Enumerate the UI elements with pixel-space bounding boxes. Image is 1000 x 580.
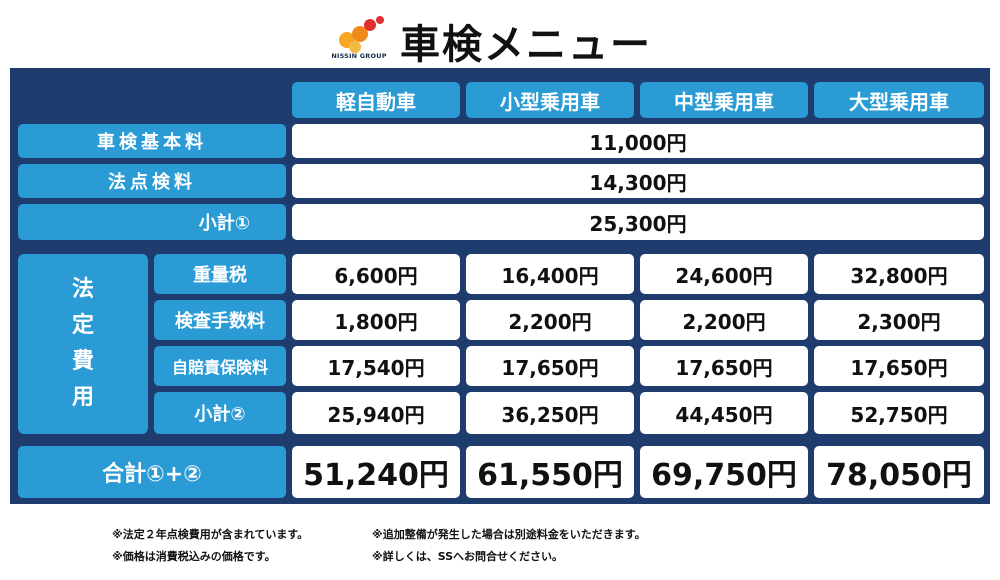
- subtotal2-label: 小計②: [154, 392, 286, 434]
- nissin-group-logo: [339, 16, 384, 53]
- subtotal1-value: 25,300円: [292, 204, 984, 240]
- notes-right: ※追加整備が発生した場合は別途料金をいただきます。 ※詳しくは、SSへお問合せく…: [372, 524, 646, 568]
- header: NISSIN GROUP 車検メニュー: [0, 0, 1000, 68]
- legal-char-4: 用: [71, 385, 94, 410]
- legal-char-1: 法: [71, 277, 94, 302]
- column-header-small: 小型乗用車: [466, 82, 634, 118]
- basic-fee-label: 車検基本料: [18, 124, 286, 158]
- inspection-charge-label: 検査手数料: [154, 300, 286, 340]
- table-cell: 52,750円: [814, 392, 984, 434]
- column-header-medium: 中型乗用車: [640, 82, 808, 118]
- table-cell: 17,650円: [640, 346, 808, 386]
- table-cell: 2,300円: [814, 300, 984, 340]
- table-cell: 25,940円: [292, 392, 460, 434]
- total-value-large: 78,050円: [814, 446, 984, 498]
- legal-fees-group-label: 法 定 費 用: [18, 254, 148, 434]
- note-item: ※詳しくは、SSへお問合せください。: [372, 550, 564, 563]
- table-cell: 32,800円: [814, 254, 984, 294]
- table-cell: 2,200円: [640, 300, 808, 340]
- total-value-small: 61,550円: [466, 446, 634, 498]
- table-cell: 6,600円: [292, 254, 460, 294]
- weight-tax-label: 重量税: [154, 254, 286, 294]
- logo-text: NISSIN GROUP: [331, 52, 387, 60]
- column-header-large: 大型乗用車: [814, 82, 984, 118]
- liability-insurance-label: 自賠責保険料: [154, 346, 286, 386]
- table-cell: 17,650円: [466, 346, 634, 386]
- table-cell: 1,800円: [292, 300, 460, 340]
- table-cell: 44,450円: [640, 392, 808, 434]
- table-cell: 16,400円: [466, 254, 634, 294]
- table-cell: 17,650円: [814, 346, 984, 386]
- legal-char-3: 費: [71, 349, 94, 374]
- note-item: ※価格は消費税込みの価格です。: [112, 550, 276, 563]
- page-title: 車検メニュー: [400, 22, 652, 68]
- note-item: ※追加整備が発生した場合は別途料金をいただきます。: [372, 528, 646, 541]
- legal-char-2: 定: [71, 313, 94, 338]
- notes-left: ※法定２年点検費用が含まれています。 ※価格は消費税込みの価格です。: [112, 524, 308, 568]
- table-cell: 17,540円: [292, 346, 460, 386]
- subtotal1-label: 小計①: [18, 204, 286, 240]
- basic-fee-value: 11,000円: [292, 124, 984, 158]
- note-item: ※法定２年点検費用が含まれています。: [112, 528, 309, 541]
- column-header-kei: 軽自動車: [292, 82, 460, 118]
- table-cell: 24,600円: [640, 254, 808, 294]
- total-label: 合計①+②: [18, 446, 286, 498]
- table-cell: 2,200円: [466, 300, 634, 340]
- total-value-kei: 51,240円: [292, 446, 460, 498]
- table-cell: 36,250円: [466, 392, 634, 434]
- inspection-fee-label: 法点検料: [18, 164, 286, 198]
- total-value-medium: 69,750円: [640, 446, 808, 498]
- inspection-fee-value: 14,300円: [292, 164, 984, 198]
